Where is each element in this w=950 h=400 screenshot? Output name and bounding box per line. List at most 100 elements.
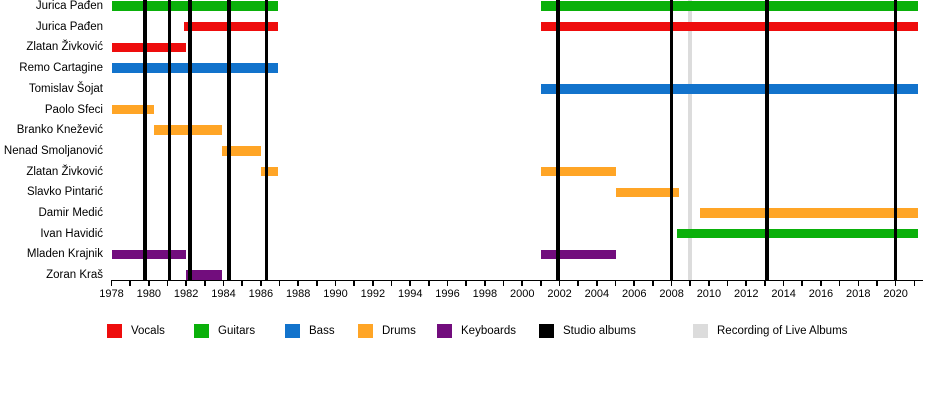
tenure-bar (186, 270, 222, 280)
axis-tick (446, 281, 449, 287)
axis-tick (558, 281, 561, 287)
studio-album-line (264, 0, 269, 281)
axis-tick-label: 1986 (248, 287, 274, 300)
member-label: Jurica Pađen (35, 0, 103, 12)
axis-tick (428, 281, 430, 287)
legend-swatch-recording-of-live-albums (693, 323, 708, 338)
axis-tick-label: 1992 (360, 287, 386, 300)
tenure-bar (260, 166, 278, 177)
axis-tick (222, 281, 225, 287)
axis-tick-label: 1980 (136, 287, 162, 300)
tenure-bar (154, 125, 222, 135)
axis-tick-label: 2008 (659, 287, 684, 300)
tenure-bar (111, 42, 187, 53)
axis-tick (596, 281, 598, 287)
axis-tick-label: 2020 (883, 287, 908, 300)
axis-tick (745, 281, 748, 287)
member-label: Jurica Pađen (35, 20, 103, 33)
studio-album-line (555, 0, 560, 281)
member-label: Nenad Smoljanović (3, 144, 103, 157)
tenure-bar (184, 21, 278, 32)
tenure-bar (111, 1, 278, 11)
legend-swatch-bass (285, 323, 300, 338)
member-label: Branko Knežević (16, 124, 103, 137)
axis-tick-label: 2010 (696, 287, 722, 300)
member-label: Zlatan Živković (26, 165, 103, 178)
axis-tick (614, 281, 617, 287)
tenure-bar (540, 249, 616, 260)
axis-tick (185, 281, 187, 287)
tenure-bar (111, 249, 187, 260)
axis-tick (316, 281, 318, 287)
axis-tick (633, 281, 636, 287)
axis-tick (521, 281, 524, 287)
axis-tick (260, 281, 262, 287)
axis-tick (390, 281, 393, 287)
tenure-bar (111, 63, 278, 73)
legend-swatch-studio-albums (539, 323, 554, 338)
axis-tick (838, 281, 841, 287)
axis-tick (166, 281, 169, 287)
axis-tick (894, 281, 897, 287)
legend-label: Studio albums (563, 324, 636, 337)
studio-album-line (143, 0, 147, 281)
member-label: Zlatan Živković (26, 41, 103, 54)
axis-tick-label: 1982 (173, 287, 199, 300)
axis-tick-label: 2006 (622, 287, 647, 300)
tenure-bar (677, 228, 919, 239)
legend-label: Guitars (218, 324, 256, 337)
legend-swatch-guitars (194, 323, 209, 338)
tenure-bar (540, 1, 919, 11)
axis-tick (726, 281, 729, 287)
axis-tick (577, 281, 580, 287)
legend-swatch-drums (358, 323, 373, 338)
axis-tick (708, 281, 710, 287)
axis-tick (540, 281, 542, 287)
axis-tick-label: 1988 (285, 287, 311, 300)
studio-album-line (227, 0, 231, 281)
axis-tick (820, 281, 822, 287)
axis-tick-label: 1978 (99, 287, 124, 300)
legend-label: Bass (309, 324, 335, 337)
axis-tick (241, 281, 243, 287)
studio-album-line (188, 0, 192, 281)
axis-tick (204, 281, 206, 287)
tenure-bar (699, 208, 919, 218)
legend-swatch-vocals (107, 323, 122, 338)
axis-tick (484, 281, 486, 287)
member-label: Ivan Havidić (40, 227, 103, 240)
axis-tick (876, 281, 878, 287)
axis-tick-label: 1996 (435, 287, 460, 300)
legend-label: Keyboards (461, 324, 516, 337)
axis-tick (670, 281, 673, 287)
axis-tick-label: 1994 (397, 287, 423, 300)
legend-label: Drums (382, 324, 416, 337)
axis-tick-label: 1990 (323, 287, 348, 300)
axis-tick-label: 2014 (771, 287, 796, 300)
studio-album-line (893, 0, 898, 281)
tenure-bar (540, 21, 919, 32)
live-recording-line (688, 0, 693, 281)
axis-tick-label: 2004 (584, 287, 610, 300)
axis-tick (913, 281, 916, 287)
tenure-bar (615, 187, 680, 198)
axis-tick (129, 281, 131, 287)
axis-tick-label: 2000 (509, 287, 535, 300)
tenure-bar (540, 84, 919, 94)
axis-tick (353, 281, 355, 287)
axis-tick (148, 281, 150, 287)
member-label: Slavko Pintarić (26, 186, 103, 199)
legend-swatch-keyboards (437, 323, 452, 338)
legend-label: Recording of Live Albums (717, 324, 848, 337)
tenure-bar (540, 166, 616, 177)
tenure-bar (111, 104, 155, 115)
axis-tick-label: 2012 (734, 287, 759, 300)
member-label: Remo Cartagine (19, 62, 103, 75)
member-label: Mladen Krajnik (26, 248, 103, 261)
member-label: Paolo Sfeci (44, 103, 103, 116)
legend-label: Vocals (131, 324, 165, 337)
axis-tick-label: 1998 (472, 287, 498, 300)
axis-tick-label: 2018 (846, 287, 871, 300)
axis-tick (652, 281, 654, 287)
